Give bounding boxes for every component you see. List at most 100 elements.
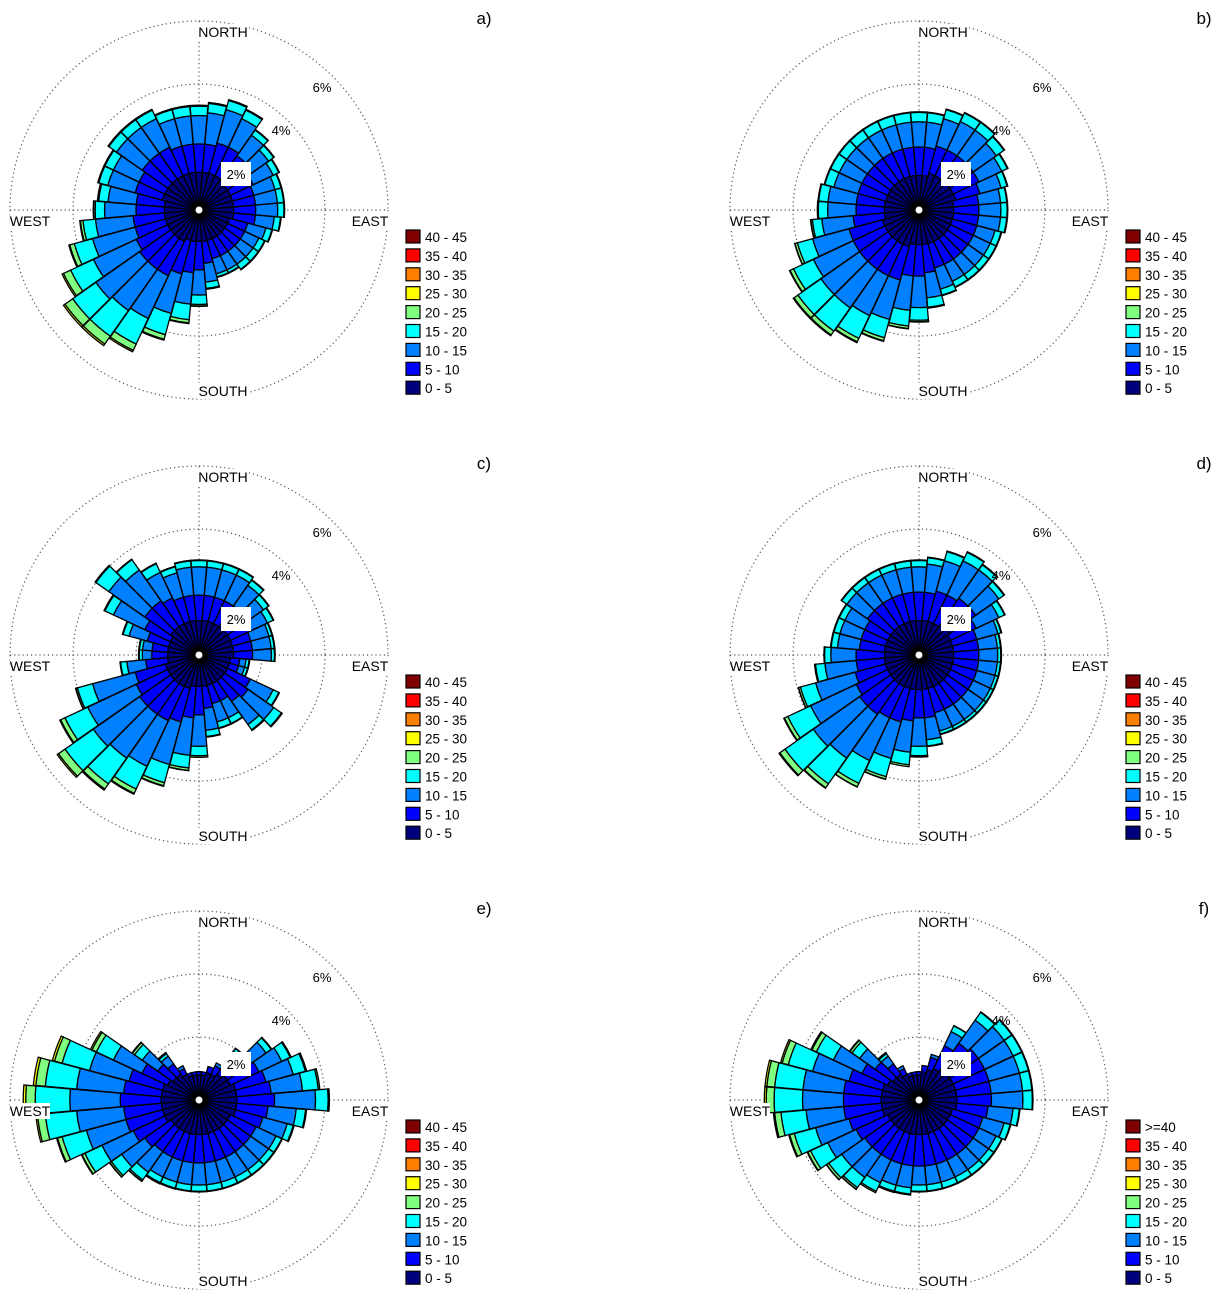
compass-west-bg xyxy=(10,213,50,229)
compass-north-label: NORTH xyxy=(918,469,968,485)
legend-label-8: 0 - 5 xyxy=(425,826,452,841)
compass-east-bg xyxy=(350,658,390,674)
speed-legend: 40 - 45 35 - 40 30 - 35 25 - 30 20 - 25 15 - … xyxy=(405,229,467,396)
legend-swatch-6 xyxy=(1125,1232,1141,1247)
panel-label: d) xyxy=(1196,454,1211,473)
wedge-dir100-bin4 xyxy=(301,1108,308,1129)
wedge-dir40-bin4 xyxy=(254,128,270,142)
compass-north-bg xyxy=(917,469,969,485)
wedge-dir0-bin4 xyxy=(189,104,209,108)
legend-swatch-3 xyxy=(1125,286,1141,301)
wedge-dir320-bin5 xyxy=(877,1051,887,1061)
legend-label-4: 20 - 25 xyxy=(1145,1196,1187,1211)
windrose-panel-b: 2% 4% 6% NORTH SOUTH WEST EAST b) 40 - 45 35 - 40… xyxy=(729,9,1212,400)
wedge-dir240-bin5 xyxy=(61,272,78,298)
legend-label-7: 5 - 10 xyxy=(1145,807,1180,822)
legend-swatch-4 xyxy=(1125,750,1141,765)
legend-swatch-5 xyxy=(405,768,421,784)
compass-west-bg xyxy=(730,1103,770,1119)
wedge-dir20-bin4 xyxy=(227,98,248,109)
legend-swatch-2 xyxy=(405,1157,421,1172)
legend-label-7: 5 - 10 xyxy=(425,362,460,377)
wedge-dir30-bin4 xyxy=(244,108,264,121)
windrose-panel-c: 2% 4% 6% NORTH SOUTH WEST EAST c) 40 - 45 35 - 40… xyxy=(9,454,491,845)
legend-swatch-1 xyxy=(405,693,421,708)
wedge-dir50-bin4 xyxy=(991,580,1006,597)
compass-west-bg xyxy=(10,658,50,674)
wedge-dir270-bin3 xyxy=(94,200,106,220)
ring-label-4pct: 4% xyxy=(992,568,1011,583)
wedge-dir250-bin5 xyxy=(68,244,79,268)
compass-west-label: WEST xyxy=(730,1103,771,1119)
compass-west-label: WEST xyxy=(730,213,771,229)
wedge-dir270-bin2 xyxy=(141,649,153,661)
legend-swatch-7 xyxy=(405,361,421,376)
wedge-dir90-bin4 xyxy=(326,1088,331,1112)
legend-label-6: 10 - 15 xyxy=(1145,1233,1187,1248)
legend-swatch-0 xyxy=(1125,229,1141,244)
legend-swatch-2 xyxy=(405,267,421,282)
wedge-dir0-bin2 xyxy=(910,566,928,593)
compass-west-bg xyxy=(730,213,770,229)
wedge-dir270-bin2 xyxy=(830,646,857,664)
legend-label-6: 10 - 15 xyxy=(1145,788,1187,803)
legend-swatch-8 xyxy=(405,825,421,840)
legend-label-7: 5 - 10 xyxy=(1145,362,1180,377)
ring-label-4pct: 4% xyxy=(272,1013,291,1028)
ring-label-6pct: 6% xyxy=(313,970,332,985)
legend-label-3: 25 - 30 xyxy=(1145,1177,1187,1192)
panel-label: c) xyxy=(477,454,491,473)
compass-west-label: WEST xyxy=(10,213,51,229)
legend-swatch-7 xyxy=(1125,806,1141,821)
wedge-dir50-bin4 xyxy=(258,593,271,608)
legend-label-6: 10 - 15 xyxy=(425,788,467,803)
wedge-dir0-bin2 xyxy=(910,121,928,148)
wind-bars xyxy=(788,108,1009,344)
wedge-dir180-bin3 xyxy=(909,745,929,757)
wedge-dir280-bin5 xyxy=(764,1059,773,1088)
ring-label-2pct-box xyxy=(221,607,251,631)
speed-legend: 40 - 45 35 - 40 30 - 35 25 - 30 20 - 25 15 - … xyxy=(405,674,467,841)
legend-swatch-1 xyxy=(1125,693,1141,708)
wedge-dir0-bin4 xyxy=(190,559,208,562)
wedge-dir90-bin4 xyxy=(999,647,1003,663)
compass-south-bg xyxy=(917,828,969,844)
legend-label-1: 35 - 40 xyxy=(425,249,467,264)
wedge-dir270-bin4 xyxy=(137,649,141,661)
compass-south-label: SOUTH xyxy=(199,1273,248,1289)
wind-bars xyxy=(22,1030,331,1193)
wedge-dir350-bin4 xyxy=(171,104,191,111)
legend-swatch-5 xyxy=(1125,1213,1141,1229)
ring-label-2pct: 2% xyxy=(947,1057,966,1072)
legend-label-2: 30 - 35 xyxy=(1145,268,1187,283)
legend-label-2: 30 - 35 xyxy=(425,1158,467,1173)
ring-label-6pct: 6% xyxy=(1033,80,1052,95)
wedge-dir310-bin5 xyxy=(848,1039,861,1053)
center-dot xyxy=(195,651,203,659)
compass-east-label: EAST xyxy=(1072,658,1109,674)
legend-label-6: 10 - 15 xyxy=(1145,343,1187,358)
legend-label-2: 30 - 35 xyxy=(425,268,467,283)
ring-label-2pct-box xyxy=(941,607,971,631)
wedge-dir90-bin4 xyxy=(273,647,276,663)
legend-swatch-1 xyxy=(405,1138,421,1153)
legend-label-1: 35 - 40 xyxy=(425,1139,467,1154)
legend-swatch-0 xyxy=(1125,1119,1141,1134)
compass-east-label: EAST xyxy=(352,658,389,674)
wedge-dir30-bin4 xyxy=(238,567,255,579)
panel-label: b) xyxy=(1196,9,1211,28)
center-dot xyxy=(195,206,203,214)
windrose-panel-d: 2% 4% 6% NORTH SOUTH WEST EAST d) 40 - 45 35 - 40… xyxy=(729,454,1212,845)
ring-label-2pct: 2% xyxy=(227,1057,246,1072)
legend-swatch-6 xyxy=(1125,787,1141,802)
wedge-dir180-bin4 xyxy=(909,754,929,758)
legend-label-0: 40 - 45 xyxy=(425,1120,467,1135)
legend-label-3: 25 - 30 xyxy=(1145,287,1187,302)
wedge-dir230-bin5 xyxy=(62,303,84,328)
ring-label-2pct-box xyxy=(941,1052,971,1076)
speed-legend: 40 - 45 35 - 40 30 - 35 25 - 30 20 - 25 15 - … xyxy=(1125,229,1187,396)
wedge-dir90-bin4 xyxy=(1006,201,1009,219)
legend-swatch-4 xyxy=(405,1195,421,1210)
wedge-dir250-bin5 xyxy=(74,687,85,710)
legend-label-2: 30 - 35 xyxy=(425,713,467,728)
